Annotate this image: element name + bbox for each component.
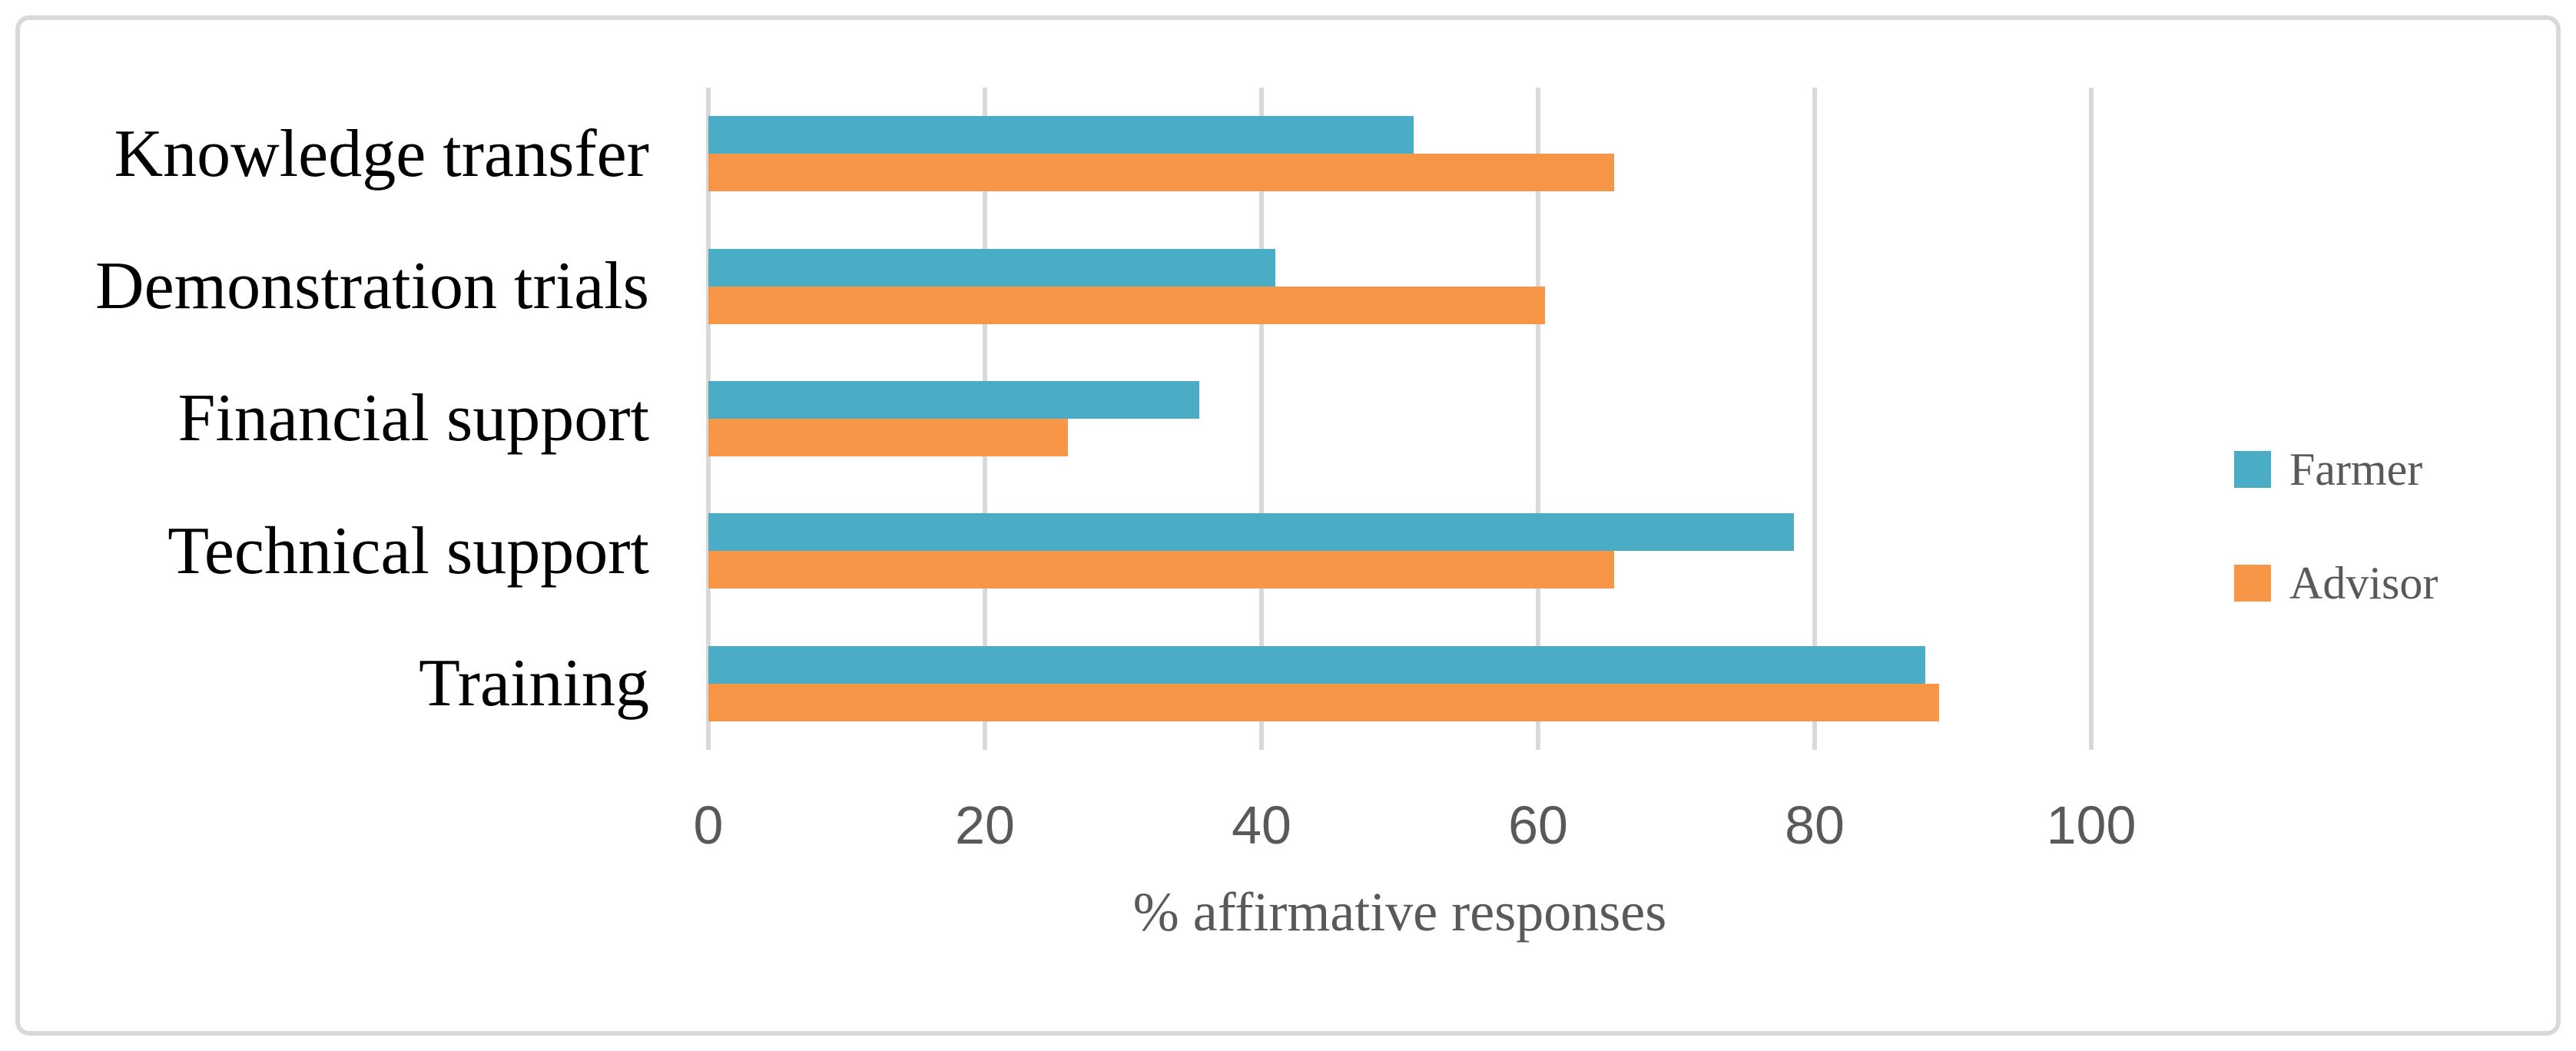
- category-label: Training: [419, 646, 649, 721]
- bar-advisor-2: [708, 286, 1545, 324]
- bar-advisor-1: [708, 154, 1614, 192]
- bar-farmer-4: [708, 513, 1794, 552]
- tick-label: 0: [693, 795, 724, 855]
- bar-farmer-3: [708, 381, 1199, 419]
- gridline: [1812, 88, 1817, 750]
- bar-advisor-3: [708, 419, 1068, 456]
- tick-label: 80: [1785, 795, 1845, 855]
- legend-label: Farmer: [2289, 444, 2423, 495]
- x-axis-title: % affirmative responses: [1132, 881, 1667, 943]
- category-label: Financial support: [177, 381, 649, 456]
- legend-swatch-farmer: [2234, 451, 2271, 488]
- gridline: [1259, 88, 1264, 750]
- tick-label: 60: [1508, 795, 1568, 855]
- bar-advisor-4: [708, 551, 1614, 589]
- legend-item-advisor: Advisor: [2234, 560, 2438, 606]
- bar-farmer-2: [708, 248, 1275, 287]
- plot-area: [706, 88, 2094, 750]
- tick-label: 20: [955, 795, 1015, 855]
- category-label: Technical support: [167, 513, 649, 588]
- category-label: Knowledge transfer: [114, 116, 649, 191]
- bar-advisor-5: [708, 683, 1939, 721]
- tick-label: 100: [2046, 795, 2137, 855]
- tick-label: 40: [1232, 795, 1291, 855]
- category-label: Demonstration trials: [95, 249, 649, 324]
- gridline: [2089, 88, 2094, 750]
- gridline: [1536, 88, 1540, 750]
- legend-item-farmer: Farmer: [2234, 446, 2422, 492]
- bar-farmer-5: [708, 645, 1925, 684]
- bar-farmer-1: [708, 116, 1414, 154]
- legend-swatch-advisor: [2234, 565, 2271, 602]
- legend-label: Advisor: [2289, 558, 2438, 608]
